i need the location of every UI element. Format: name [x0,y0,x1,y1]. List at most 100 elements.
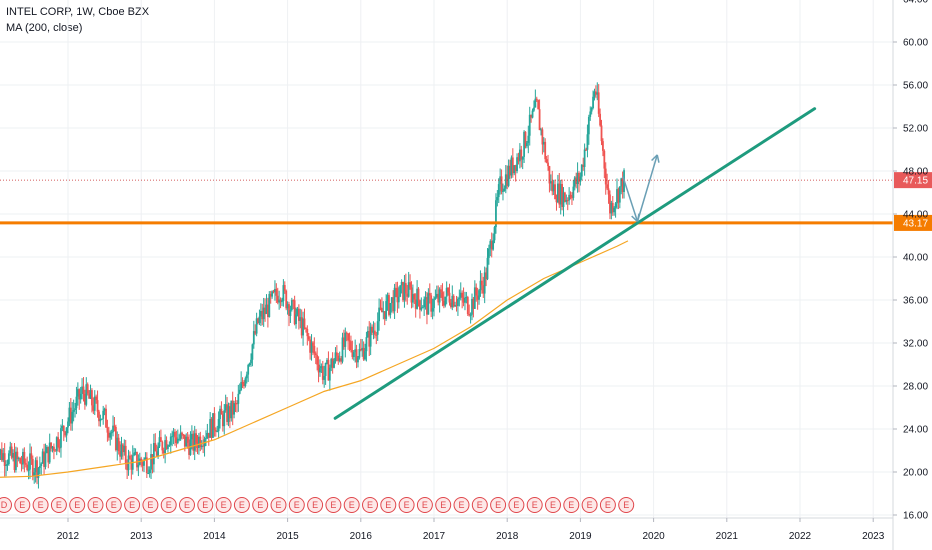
candle-body [57,437,60,448]
candle-body [347,333,350,341]
candle-body [22,452,24,465]
candle-body [212,413,214,438]
candle-body [402,281,404,301]
candle-body [503,188,506,192]
candle-body [343,337,345,347]
annotations: 47.15 43.17 [0,107,932,420]
candle-body [134,452,137,454]
candle-body [369,326,372,347]
candles [0,82,625,489]
candle-body [561,183,563,207]
candle-body [379,307,382,309]
candle-body [296,308,299,315]
candle-body [230,400,233,419]
candle-body [202,445,205,447]
candle-body [545,159,548,163]
candle-body [352,352,355,357]
candle-body [160,437,162,442]
earnings-marker-label: E [239,500,245,510]
candle-body [451,295,454,308]
earnings-marker [197,497,214,513]
earnings-marker-label: E [19,500,25,510]
candle-body [98,411,100,422]
earnings-marker-label: E [129,500,135,510]
candle-body [518,149,521,162]
candle-body [266,304,269,318]
candle-body [129,455,131,459]
earnings-marker [416,497,433,513]
candle-body [388,295,390,315]
candle-body [473,287,476,309]
candle-body [621,178,624,192]
earnings-marker-label: E [513,500,519,510]
earnings-marker [380,497,397,513]
candle-body [47,446,50,463]
projection-arrow [622,176,639,222]
ma-200-line [0,240,629,478]
candle-body [366,331,369,338]
candle-body [76,389,79,397]
candle-body [527,135,530,143]
support-label: 43.17 [903,218,928,229]
candle-body [616,189,618,204]
candle-body [259,310,262,317]
candle-body [226,404,228,422]
y-tick-label: 60.00 [903,38,928,49]
candle-body [447,287,449,293]
candle-body [61,425,64,429]
candle-body [89,390,92,399]
candle-body [465,297,468,299]
candle-body [274,288,276,293]
candle-body [571,197,573,199]
candle-body [338,358,341,361]
earnings-marker [453,497,470,513]
candle-body [559,183,562,205]
candle-body [399,285,402,297]
candle-body [440,289,442,293]
candle-body [62,425,65,432]
candle-body [468,314,471,316]
candle-body [554,184,556,200]
candle-body [410,287,413,303]
earnings-marker [14,497,31,513]
candle-body [237,393,240,404]
candle-body [537,100,540,110]
candle-body [72,409,75,412]
candle-body [496,197,499,201]
earnings-marker [545,497,561,513]
x-tick-label: 2021 [716,531,739,542]
candle-body [221,414,224,427]
candle-body [3,453,6,466]
x-tick-label: 2014 [203,531,226,542]
candle-body [286,304,289,309]
candle-body [228,406,231,419]
candle-body [411,294,414,303]
candle-body [136,452,138,468]
candle-body [45,446,48,453]
candle-body [252,331,255,345]
earnings-marker [581,497,598,513]
candle-body [281,301,283,303]
candle-body [596,92,599,95]
candle-body [15,451,17,471]
candle-body [133,452,136,456]
candle-body [114,426,117,451]
candle-body [395,287,397,289]
candle-body [168,444,171,446]
candle-body [106,427,109,433]
candle-body [364,351,366,360]
candle-body [485,272,487,280]
candle-body [538,109,541,131]
earnings-marker [69,497,86,513]
candle-body [314,353,317,356]
candle-body [206,432,209,439]
candle-body [407,282,410,297]
candle-body [385,301,388,319]
candle-body [86,384,89,394]
candle-body [517,157,520,162]
candle-body [457,298,459,306]
candle-body [34,460,37,473]
y-tick-label: 52.00 [903,124,928,135]
candle-body [600,125,603,142]
